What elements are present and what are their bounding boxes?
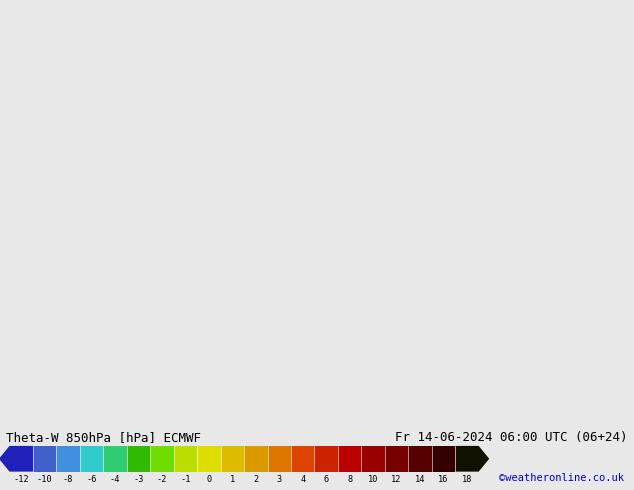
Bar: [385, 446, 408, 471]
Bar: [174, 446, 197, 471]
Text: 3: 3: [276, 475, 282, 484]
Text: Theta-W 850hPa [hPa] ECMWF: Theta-W 850hPa [hPa] ECMWF: [6, 431, 202, 443]
Text: 2: 2: [253, 475, 259, 484]
Bar: [221, 446, 244, 471]
Text: -12: -12: [13, 475, 29, 484]
Text: -2: -2: [157, 475, 167, 484]
Text: 4: 4: [300, 475, 306, 484]
Bar: [103, 446, 127, 471]
Text: -4: -4: [110, 475, 120, 484]
Text: Fr 14-06-2024 06:00 UTC (06+24): Fr 14-06-2024 06:00 UTC (06+24): [395, 431, 628, 443]
Text: ©weatheronline.co.uk: ©weatheronline.co.uk: [500, 473, 624, 483]
Polygon shape: [455, 446, 489, 471]
Bar: [197, 446, 221, 471]
Bar: [150, 446, 174, 471]
Text: 18: 18: [462, 475, 472, 484]
Bar: [361, 446, 385, 471]
Polygon shape: [0, 446, 33, 471]
Text: -3: -3: [133, 475, 144, 484]
Text: -6: -6: [86, 475, 97, 484]
Bar: [80, 446, 103, 471]
Text: 0: 0: [206, 475, 212, 484]
Text: 14: 14: [415, 475, 425, 484]
Bar: [338, 446, 361, 471]
Bar: [244, 446, 268, 471]
Text: 6: 6: [323, 475, 329, 484]
Bar: [291, 446, 314, 471]
Bar: [408, 446, 432, 471]
Text: 12: 12: [391, 475, 402, 484]
Text: -10: -10: [37, 475, 53, 484]
Bar: [268, 446, 291, 471]
Bar: [56, 446, 80, 471]
Text: 8: 8: [347, 475, 353, 484]
Bar: [432, 446, 455, 471]
Bar: [127, 446, 150, 471]
Bar: [314, 446, 338, 471]
Text: -1: -1: [180, 475, 191, 484]
Text: 10: 10: [368, 475, 378, 484]
Text: 16: 16: [438, 475, 449, 484]
Text: 1: 1: [230, 475, 235, 484]
Text: -8: -8: [63, 475, 74, 484]
Bar: [33, 446, 56, 471]
